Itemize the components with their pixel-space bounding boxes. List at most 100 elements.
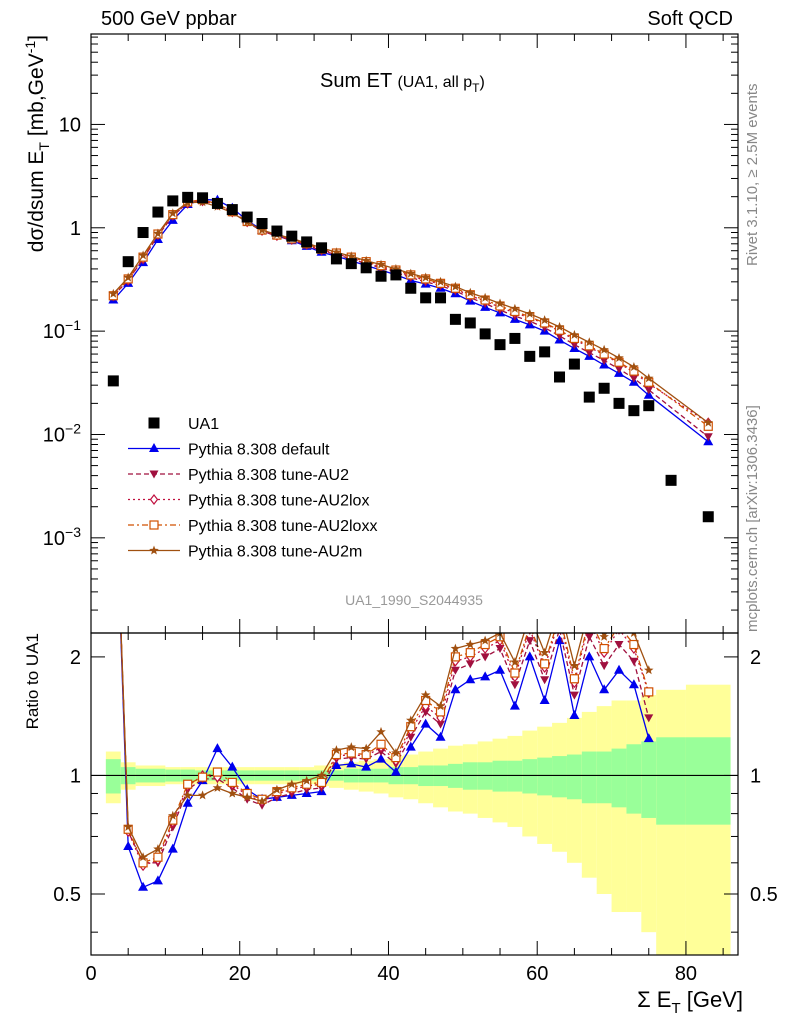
stat-uncertainty-band xyxy=(566,754,582,800)
ratio-tick-label-right: 2 xyxy=(750,647,761,669)
ratio-point xyxy=(331,745,342,755)
ratio-point xyxy=(182,797,193,807)
plot-title: Sum ET (UA1, all pT) xyxy=(320,70,485,95)
ratio-point xyxy=(644,687,654,697)
ratio-point xyxy=(495,664,506,674)
y-tick-label: 1 xyxy=(70,218,81,240)
data-point xyxy=(345,258,357,270)
ratio-point xyxy=(540,676,550,685)
ratio-point xyxy=(540,659,550,669)
series-point xyxy=(123,272,133,282)
data-point xyxy=(494,339,506,351)
ratio-point xyxy=(183,779,193,789)
y-tick-label: 10 xyxy=(59,114,81,136)
series-point xyxy=(629,362,639,371)
ratio-point xyxy=(628,679,639,689)
x-tick-label: 20 xyxy=(229,963,251,985)
series-point xyxy=(168,208,178,218)
ratio-point xyxy=(123,821,133,831)
series-point xyxy=(569,329,580,339)
header-left: 500 GeV ppbar xyxy=(101,8,237,30)
ratio-point xyxy=(599,643,609,654)
series-line xyxy=(112,200,709,424)
y-tick-label: 10−2 xyxy=(43,420,81,446)
series-point xyxy=(599,356,609,365)
data-point xyxy=(152,206,164,218)
data-point xyxy=(568,358,580,370)
ratio-point xyxy=(405,741,416,751)
data-point xyxy=(390,269,402,281)
ratio-point xyxy=(108,414,118,423)
ratio-point xyxy=(539,647,550,657)
series-point xyxy=(599,344,609,354)
series-point xyxy=(614,365,624,374)
series-point xyxy=(495,298,505,308)
ratio-point xyxy=(138,852,148,862)
legend-marker xyxy=(149,520,159,530)
series-point xyxy=(629,374,639,383)
ratio-point xyxy=(346,758,357,768)
ratio-point xyxy=(287,779,297,789)
data-point xyxy=(539,346,551,358)
series-point xyxy=(450,281,461,291)
ratio-point xyxy=(167,843,178,853)
ratio-point xyxy=(465,639,475,649)
ratio-point xyxy=(301,775,312,785)
ratio-point xyxy=(586,618,593,627)
data-point xyxy=(435,292,447,304)
ratio-point xyxy=(556,611,564,619)
data-point xyxy=(643,400,655,412)
ratio-axis-title: Ratio to UA1 xyxy=(23,633,42,729)
data-point xyxy=(628,405,640,417)
series-point xyxy=(153,228,163,238)
ratio-series-4 xyxy=(120,633,654,862)
mc-series-4 xyxy=(108,197,713,427)
ratio-point xyxy=(153,852,163,862)
stat-uncertainty-band xyxy=(552,756,567,798)
data-point xyxy=(464,317,476,329)
ratio-point xyxy=(435,731,446,741)
ratio-point xyxy=(182,790,193,800)
data-point xyxy=(182,191,194,203)
ratio-point xyxy=(197,772,208,782)
ratio-point xyxy=(585,615,593,623)
data-point xyxy=(241,211,253,223)
ratio-point xyxy=(361,749,371,760)
ratio-point xyxy=(257,796,267,806)
mcplots-label: mcplots.cern.ch [arXiv:1306.3436] xyxy=(744,405,761,632)
ratio-point xyxy=(361,743,371,753)
stat-uncertainty-band xyxy=(641,741,657,818)
ratio-point xyxy=(272,784,282,794)
ratio-point xyxy=(376,726,386,736)
ratio-point xyxy=(227,777,237,788)
ratio-point xyxy=(644,714,654,723)
ratio-point xyxy=(420,690,431,700)
x-tick-label: 40 xyxy=(377,963,399,985)
ratio-point xyxy=(524,651,535,661)
rivet-label: Rivet 3.1.10, ≥ 2.5M events xyxy=(744,83,761,267)
series-point xyxy=(539,315,550,325)
y-axis-title: dσ/dsum ET [mb,GeV-1] xyxy=(22,35,52,252)
data-point xyxy=(613,397,625,409)
data-point xyxy=(107,375,119,387)
series-point xyxy=(331,247,342,257)
series-point xyxy=(391,263,401,273)
stat-uncertainty-band xyxy=(537,757,553,796)
data-point xyxy=(405,282,417,294)
legend-label: Pythia 8.308 default xyxy=(188,442,330,459)
ratio-point xyxy=(569,674,579,684)
x-tick-label: 80 xyxy=(675,963,697,985)
stat-uncertainty-band xyxy=(522,759,538,794)
series-point xyxy=(435,276,446,286)
legend-marker xyxy=(149,443,159,452)
ratio-point xyxy=(465,660,475,669)
data-point xyxy=(330,253,342,265)
legend-label: Pythia 8.308 tune-AU2 xyxy=(188,467,349,484)
y-tick-label: 10−3 xyxy=(43,524,81,550)
total-uncertainty-band xyxy=(685,684,731,955)
ratio-tick-label-right: 0.5 xyxy=(750,884,778,906)
data-point xyxy=(256,218,268,230)
ratio-point xyxy=(569,709,580,719)
data-point xyxy=(360,262,372,274)
